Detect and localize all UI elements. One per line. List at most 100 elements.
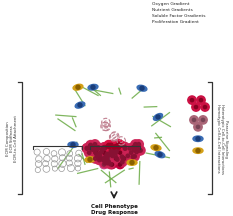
Circle shape [83,143,92,152]
Circle shape [130,152,139,161]
Circle shape [105,152,109,156]
Circle shape [102,154,112,163]
Ellipse shape [137,85,147,91]
Circle shape [115,147,119,150]
Circle shape [137,143,140,146]
Circle shape [119,144,122,147]
Circle shape [103,147,106,150]
Circle shape [201,103,209,111]
Circle shape [104,160,108,164]
Circle shape [105,157,109,160]
Circle shape [82,144,91,153]
Circle shape [96,147,99,151]
Text: Proliferation Gradient: Proliferation Gradient [152,20,199,24]
Circle shape [120,160,124,164]
Circle shape [119,154,128,164]
Circle shape [112,154,120,163]
Circle shape [112,146,121,155]
Circle shape [106,153,110,157]
Ellipse shape [68,142,78,148]
Circle shape [108,153,111,157]
Circle shape [120,142,129,151]
Circle shape [117,142,120,146]
Circle shape [129,142,138,151]
Circle shape [194,105,198,109]
Circle shape [122,157,125,160]
Circle shape [91,85,95,89]
Circle shape [93,150,102,159]
Circle shape [103,142,112,151]
Circle shape [112,146,116,149]
Circle shape [127,148,136,157]
Circle shape [135,150,138,154]
Circle shape [109,150,113,153]
Circle shape [110,163,114,166]
Circle shape [101,158,105,162]
Circle shape [93,157,97,160]
Circle shape [112,149,116,152]
Circle shape [114,143,123,152]
Circle shape [120,154,128,163]
Circle shape [118,163,122,166]
Circle shape [88,145,97,154]
Ellipse shape [155,152,165,158]
Circle shape [113,154,117,157]
Ellipse shape [154,114,163,120]
Circle shape [103,151,106,154]
Circle shape [104,154,112,163]
Circle shape [106,157,110,160]
Circle shape [91,147,95,150]
Circle shape [128,152,137,161]
Circle shape [190,98,194,102]
Circle shape [86,140,95,150]
Circle shape [93,144,102,153]
Circle shape [107,141,116,150]
Circle shape [106,160,115,169]
Circle shape [112,154,121,163]
Circle shape [134,140,143,149]
Text: ECM Composition: ECM Composition [6,121,10,156]
Circle shape [86,144,96,153]
Ellipse shape [151,145,161,151]
Circle shape [78,103,82,107]
Circle shape [108,151,117,160]
Circle shape [96,153,99,157]
Circle shape [98,158,101,162]
Circle shape [122,157,126,160]
Circle shape [139,149,142,152]
Circle shape [108,145,112,149]
Circle shape [118,157,127,167]
Ellipse shape [193,136,203,141]
Circle shape [130,145,139,154]
Text: Homotypic Cell-to-Cell Interactions: Homotypic Cell-to-Cell Interactions [216,105,220,173]
Circle shape [196,137,200,141]
Ellipse shape [193,148,203,153]
Text: Oxygen Gradient: Oxygen Gradient [152,2,189,6]
Circle shape [105,141,114,150]
Circle shape [110,144,113,147]
Circle shape [100,157,103,160]
Circle shape [89,147,93,150]
Ellipse shape [75,102,85,108]
Circle shape [100,160,108,169]
Circle shape [117,146,120,150]
Circle shape [192,103,200,111]
Circle shape [107,160,110,164]
Circle shape [98,151,102,155]
Circle shape [130,160,134,165]
Circle shape [97,155,101,159]
Circle shape [92,148,100,157]
Circle shape [88,158,92,162]
Circle shape [154,146,158,150]
Circle shape [104,157,113,166]
Circle shape [105,143,114,152]
Circle shape [203,105,207,109]
Circle shape [96,146,100,149]
Text: ECM-to-Cell Attachment: ECM-to-Cell Attachment [14,115,18,162]
Circle shape [106,149,115,158]
Circle shape [188,96,196,104]
Circle shape [89,143,93,147]
Circle shape [111,145,120,154]
Circle shape [110,145,119,154]
Circle shape [137,149,141,152]
